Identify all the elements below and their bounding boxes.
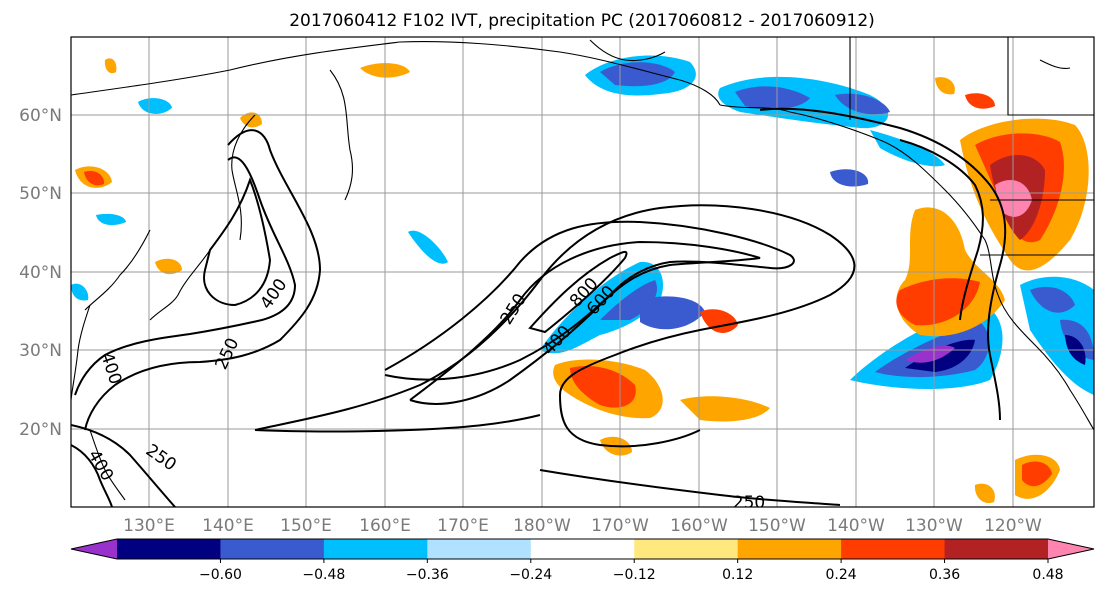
figure-title: 2017060412 F102 IVT, precipitation PC (2… bbox=[289, 11, 875, 31]
lon-label-130e: 130°E bbox=[123, 516, 175, 536]
lon-label-180w: 180°W bbox=[513, 516, 571, 536]
lat-label-50n: 50°N bbox=[19, 184, 62, 204]
lon-label-170e: 170°E bbox=[437, 516, 489, 536]
colorbar-tick-label: 0.48 bbox=[1032, 567, 1063, 583]
colorbar-swatch bbox=[117, 539, 222, 559]
colorbar-tick-label: 0.24 bbox=[826, 567, 857, 583]
ivt-contour-sw-250 bbox=[71, 424, 176, 507]
colorbar-swatches bbox=[117, 539, 1049, 559]
colorbar: −0.60 −0.48 −0.36 −0.24 −0.12 0.12 0.24 0.36 0.4… bbox=[70, 538, 1095, 583]
colorbar-tick-label: −0.12 bbox=[613, 567, 656, 583]
ivt-contour-west-inner bbox=[203, 177, 272, 307]
colorbar-swatch bbox=[323, 539, 428, 559]
contour-label-9: 250 bbox=[733, 493, 765, 513]
colorbar-min-extend bbox=[71, 539, 117, 559]
map-panel: 400 250 400 250 250 800 600 400 250 400 bbox=[71, 37, 1094, 513]
lat-label-60n: 60°N bbox=[19, 106, 62, 126]
lon-label-150e: 150°E bbox=[280, 516, 332, 536]
latitude-labels: 60°N 50°N 40°N 30°N 20°N bbox=[19, 106, 62, 440]
ivt-contour-600 bbox=[409, 240, 761, 405]
colorbar-tick-label: −0.60 bbox=[199, 567, 242, 583]
lon-label-150w: 150°W bbox=[748, 516, 806, 536]
colorbar-tick-labels: −0.60 −0.48 −0.36 −0.24 −0.12 0.12 0.24 0.36 0.4… bbox=[199, 567, 1064, 583]
colorbar-tick-marks bbox=[219, 559, 1049, 563]
colorbar-tick-label: −0.24 bbox=[509, 567, 552, 583]
colorbar-tick-label: 0.12 bbox=[722, 567, 753, 583]
colorbar-tick-label: 0.36 bbox=[929, 567, 960, 583]
lat-label-40n: 40°N bbox=[19, 263, 62, 283]
ivt-contour-sw-400 bbox=[71, 444, 113, 507]
ivt-contour-west-250 bbox=[84, 129, 322, 431]
ivt-contour-400 bbox=[384, 220, 795, 381]
longitude-labels: 130°E 140°E 150°E 160°E 170°E 180°W 170°… bbox=[123, 516, 1042, 536]
colorbar-max-extend bbox=[1048, 539, 1094, 559]
map-frame bbox=[70, 36, 1095, 508]
ivt-contour-south-250 bbox=[539, 469, 841, 506]
lon-label-140e: 140°E bbox=[202, 516, 254, 536]
lat-label-30n: 30°N bbox=[19, 341, 62, 361]
colorbar-swatch bbox=[737, 539, 842, 559]
lon-label-160e: 160°E bbox=[359, 516, 411, 536]
lat-label-20n: 20°N bbox=[19, 420, 62, 440]
colorbar-tick-label: −0.36 bbox=[406, 567, 449, 583]
negative-anomaly-fills bbox=[71, 55, 1094, 395]
ivt-contour-800 bbox=[528, 251, 628, 334]
lon-label-140w: 140°W bbox=[827, 516, 885, 536]
colorbar-swatch bbox=[530, 539, 635, 559]
colorbar-swatch bbox=[427, 539, 532, 559]
ivt-contours bbox=[71, 107, 1007, 507]
lon-label-130w: 130°W bbox=[905, 516, 963, 536]
graticule bbox=[71, 37, 1094, 507]
colorbar-swatch bbox=[220, 539, 325, 559]
colorbar-swatch bbox=[841, 539, 946, 559]
lon-label-170w: 170°W bbox=[591, 516, 649, 536]
coastlines bbox=[71, 37, 1094, 501]
ivt-contour-250-lower bbox=[254, 414, 541, 433]
colorbar-swatch bbox=[944, 539, 1049, 559]
ivt-contour-east-400 bbox=[899, 139, 984, 321]
colorbar-swatch bbox=[634, 539, 739, 559]
ivt-contour-west-400 bbox=[74, 156, 297, 396]
lon-label-160w: 160°W bbox=[670, 516, 728, 536]
lon-label-120w: 120°W bbox=[984, 516, 1042, 536]
colorbar-tick-label: −0.48 bbox=[302, 567, 345, 583]
ivt-contour-east-250 bbox=[759, 107, 1007, 421]
